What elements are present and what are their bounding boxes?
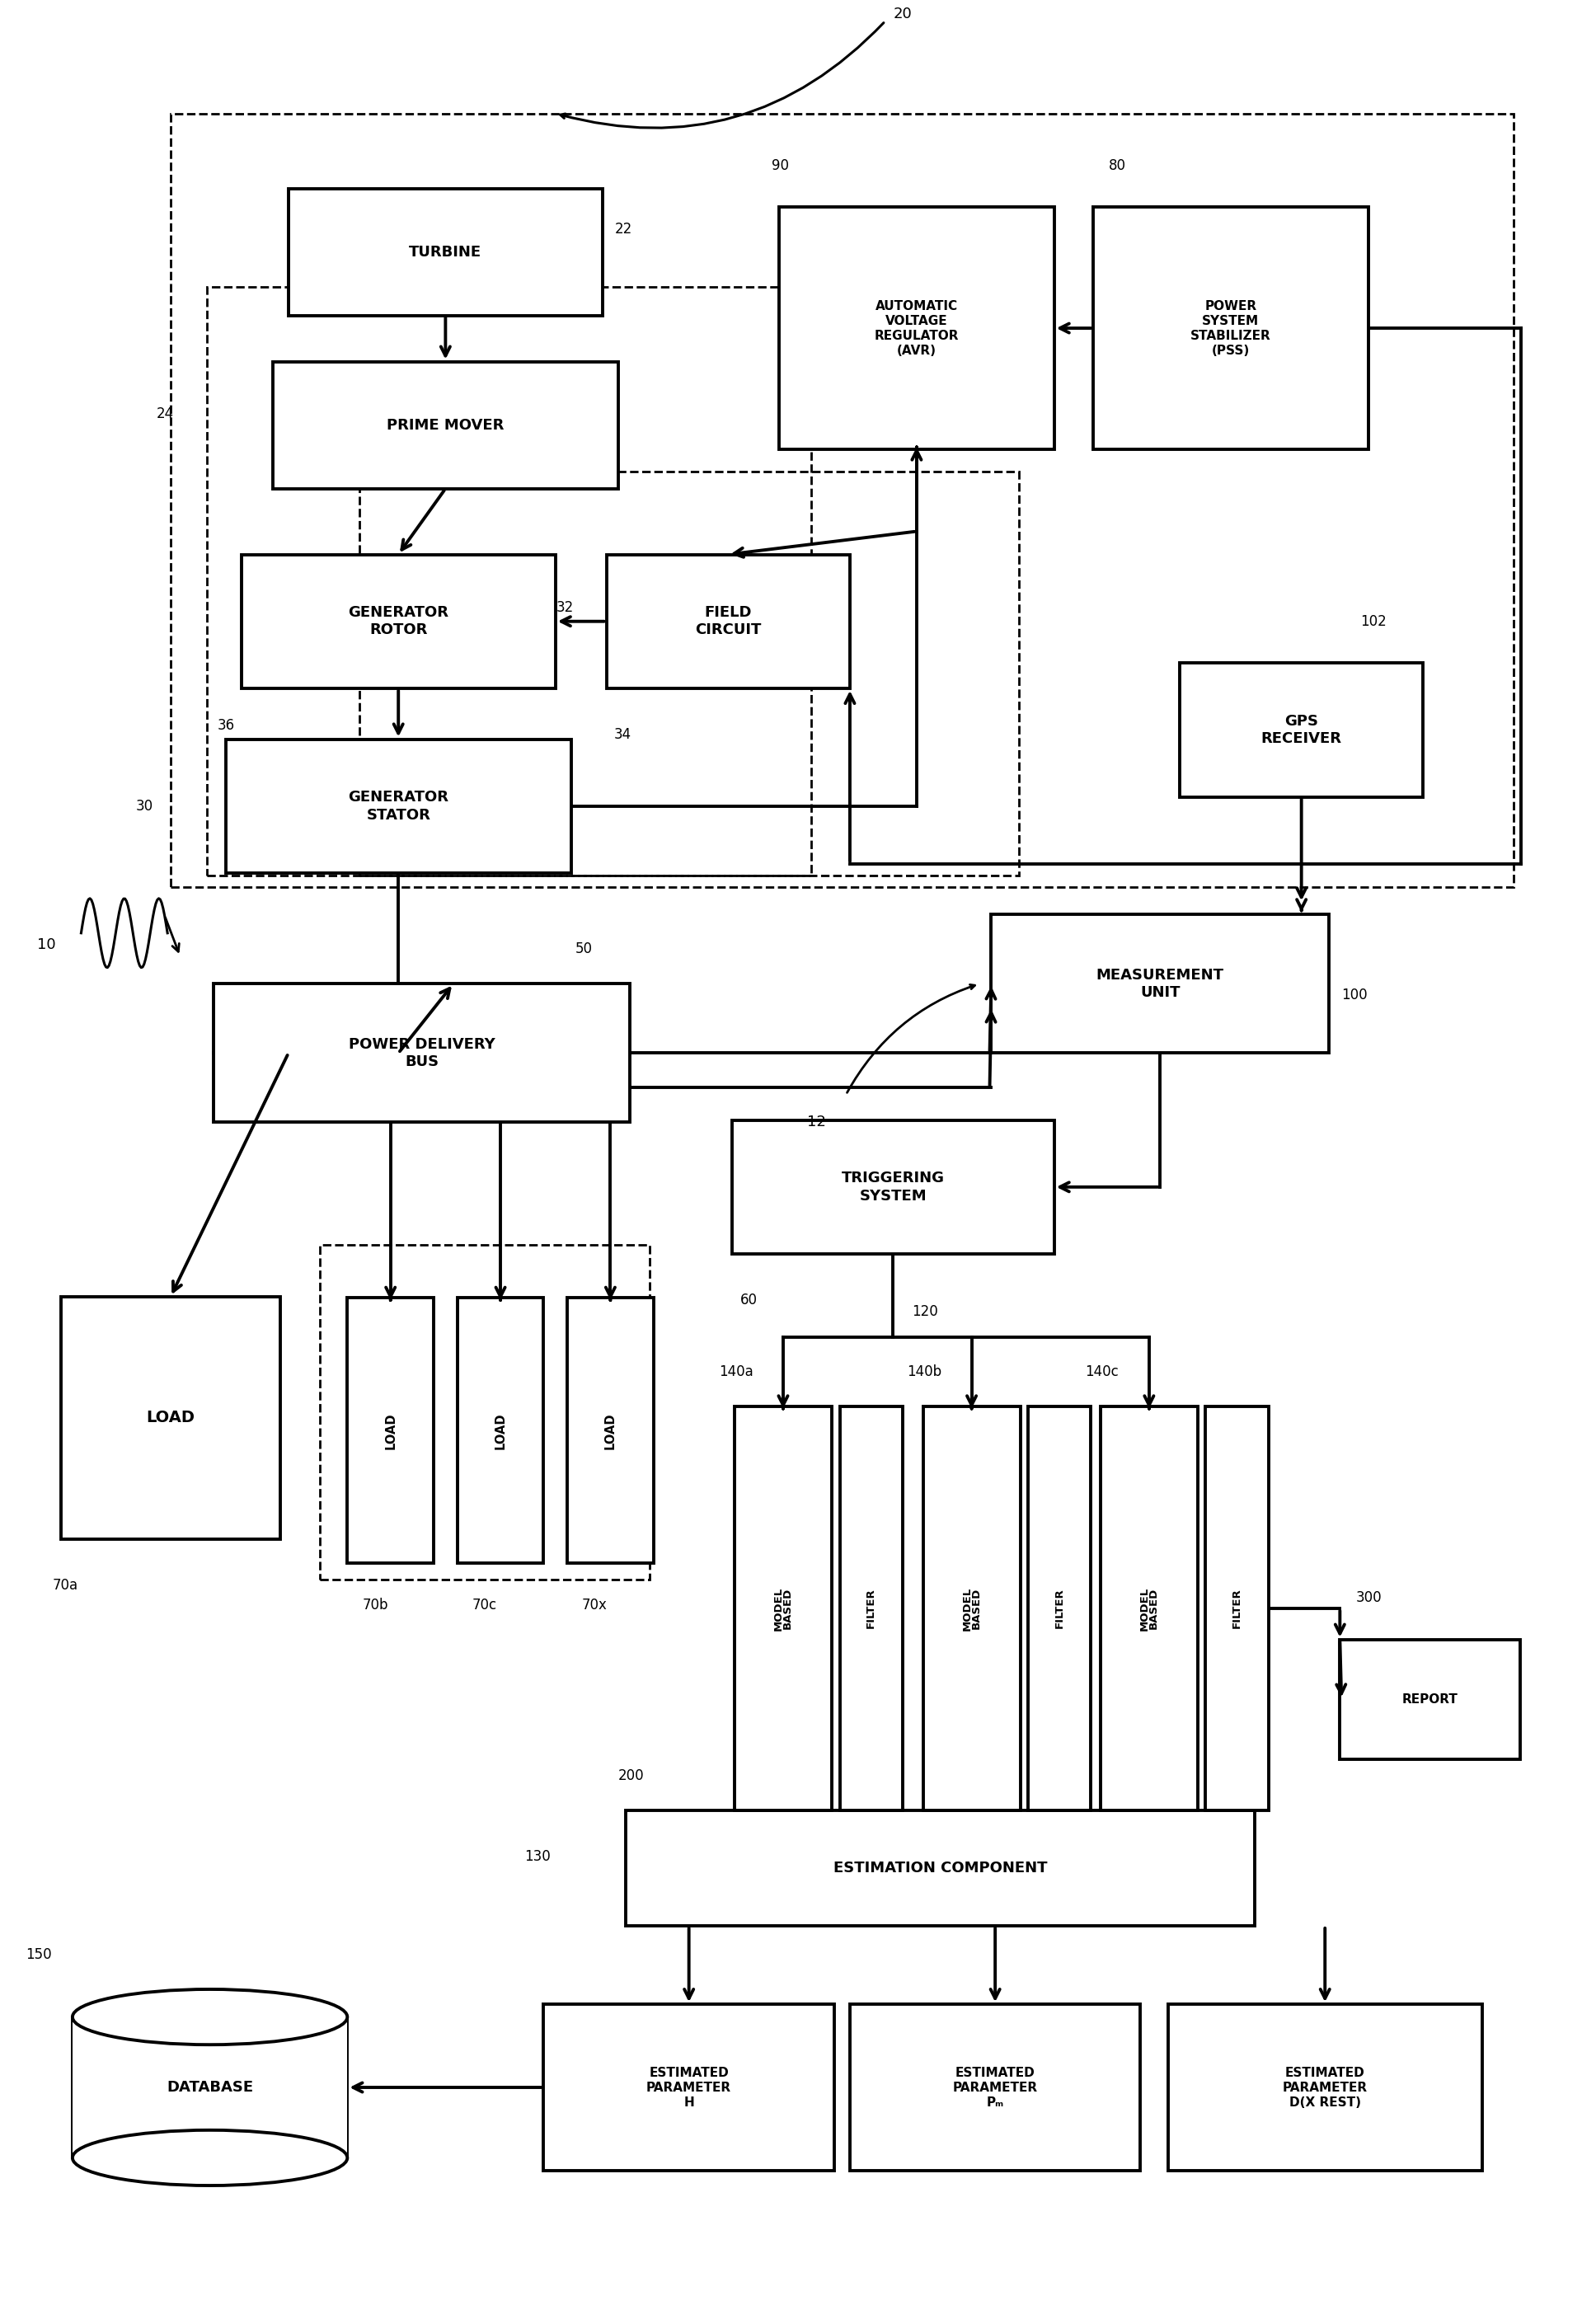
Text: AUTOMATIC
VOLTAGE
REGULATOR
(AVR): AUTOMATIC VOLTAGE REGULATOR (AVR) [875,300,959,356]
Text: REPORT: REPORT [1402,1694,1459,1706]
Text: 10: 10 [36,937,55,953]
Bar [1028,1406,1092,1810]
Text: 50: 50 [574,941,592,957]
Text: 300: 300 [1356,1590,1381,1606]
Text: TURBINE: TURBINE [410,244,483,260]
Bar [626,1810,1255,1927]
Bar [359,472,1019,876]
Bar [1205,1406,1269,1810]
Bar [568,1297,653,1564]
Text: FIELD
CIRCUIT: FIELD CIRCUIT [694,604,761,637]
Text: MODEL
BASED: MODEL BASED [962,1587,982,1631]
Text: POWER DELIVERY
BUS: POWER DELIVERY BUS [348,1037,495,1069]
Text: LOAD: LOAD [146,1411,195,1425]
Text: DATABASE: DATABASE [166,2080,253,2094]
Text: FILTER: FILTER [865,1587,876,1629]
Bar [214,983,630,1122]
Text: MODEL
BASED: MODEL BASED [1139,1587,1160,1631]
Text: GPS
RECEIVER: GPS RECEIVER [1261,713,1342,746]
Text: FILTER: FILTER [1054,1587,1065,1629]
Text: ESTIMATED
PARAMETER
H: ESTIMATED PARAMETER H [647,2066,731,2108]
Text: 140b: 140b [906,1364,941,1378]
Text: 130: 130 [524,1850,551,1864]
Text: LOAD: LOAD [494,1413,506,1448]
Text: 70a: 70a [52,1578,79,1592]
Bar [288,188,603,316]
Bar [850,2003,1141,2171]
Text: POWER
SYSTEM
STABILIZER
(PSS): POWER SYSTEM STABILIZER (PSS) [1191,300,1270,356]
Bar [171,114,1514,888]
Text: 30: 30 [136,799,153,813]
Bar [544,2003,834,2171]
Text: 102: 102 [1361,614,1386,630]
Text: 70c: 70c [471,1597,497,1613]
Text: ESTIMATED
PARAMETER
Pₘ: ESTIMATED PARAMETER Pₘ [952,2066,1038,2108]
Text: GENERATOR
STATOR: GENERATOR STATOR [348,790,449,823]
Bar [1340,1638,1520,1759]
Text: 140c: 140c [1085,1364,1118,1378]
Text: 32: 32 [557,600,574,616]
Bar [207,286,812,876]
Text: FILTER: FILTER [1232,1587,1242,1629]
Text: MEASUREMENT
UNIT: MEASUREMENT UNIT [1096,967,1224,999]
Text: 22: 22 [615,221,633,237]
Text: 100: 100 [1342,988,1367,1002]
Text: 60: 60 [740,1292,758,1308]
Bar [60,1297,280,1538]
Text: 90: 90 [772,158,789,172]
Bar [780,207,1054,449]
Bar [1168,2003,1482,2171]
Bar [242,555,555,688]
Bar [457,1297,544,1564]
Text: 80: 80 [1109,158,1126,172]
Text: 70x: 70x [582,1597,607,1613]
Bar [348,1297,433,1564]
Text: 140a: 140a [718,1364,753,1378]
Text: LOAD: LOAD [604,1413,617,1448]
Text: 24: 24 [157,407,174,421]
Text: 200: 200 [619,1769,644,1783]
Bar [606,555,850,688]
Text: 34: 34 [614,727,631,741]
Text: 12: 12 [807,1116,826,1129]
Text: PRIME MOVER: PRIME MOVER [386,418,505,432]
Text: 70b: 70b [362,1597,388,1613]
Ellipse shape [73,1989,348,2045]
Bar [73,2017,348,2157]
Bar [320,1246,650,1580]
Text: ESTIMATED
PARAMETER
D(X REST): ESTIMATED PARAMETER D(X REST) [1283,2066,1367,2108]
Bar [840,1406,902,1810]
Text: TRIGGERING
SYSTEM: TRIGGERING SYSTEM [842,1171,944,1204]
Bar [1093,207,1368,449]
Bar [272,363,619,488]
Bar [1180,662,1424,797]
Bar [226,739,571,874]
Bar [734,1406,832,1810]
Bar [992,916,1329,1053]
Text: 150: 150 [25,1948,52,1961]
Bar [732,1120,1054,1255]
Ellipse shape [73,2131,348,2185]
Text: 20: 20 [894,7,911,21]
Text: ESTIMATION COMPONENT: ESTIMATION COMPONENT [834,1862,1047,1875]
Text: MODEL
BASED: MODEL BASED [774,1587,793,1631]
Text: LOAD: LOAD [384,1413,397,1448]
Bar [1101,1406,1198,1810]
Text: 36: 36 [218,718,236,732]
Text: 120: 120 [911,1304,938,1320]
Bar [922,1406,1020,1810]
Text: GENERATOR
ROTOR: GENERATOR ROTOR [348,604,449,637]
